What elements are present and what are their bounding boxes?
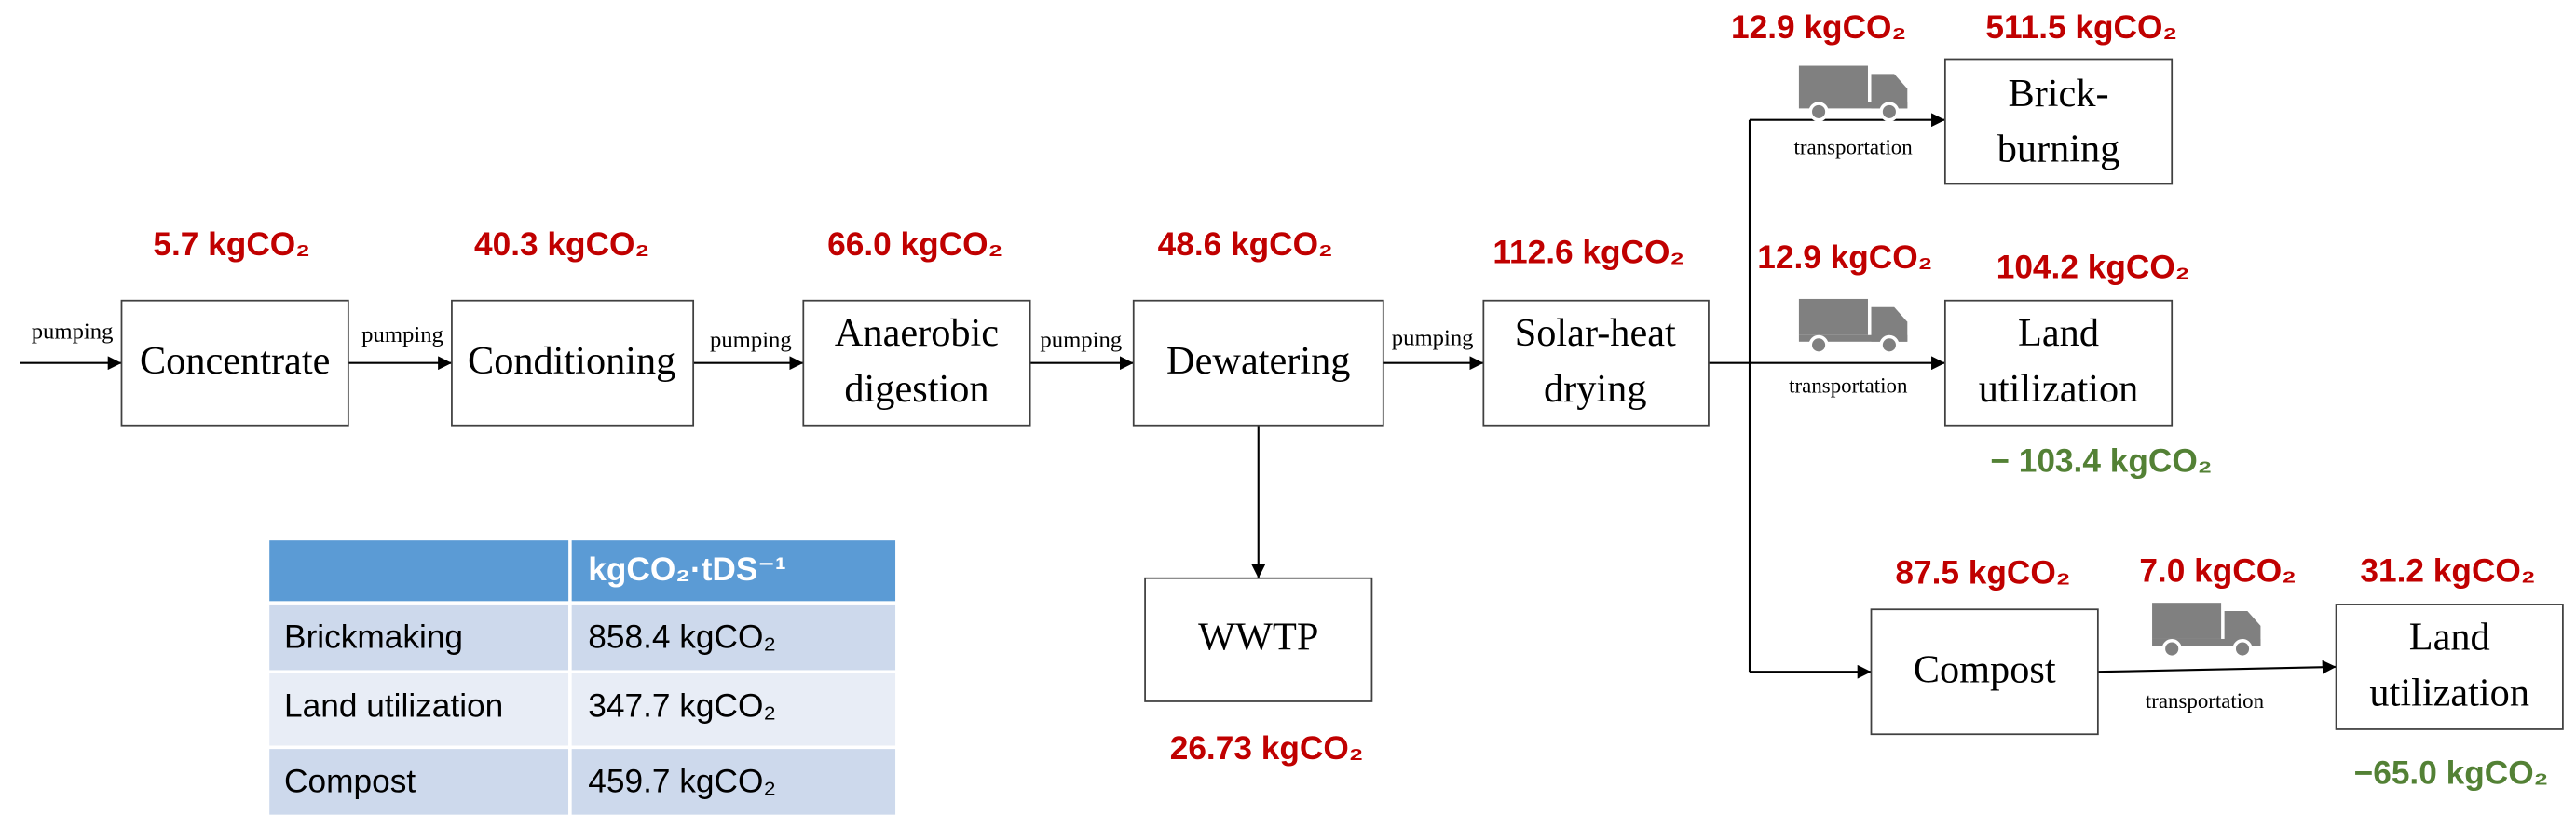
node-label: Compost [1914, 648, 2056, 692]
process-box [1482, 299, 1710, 427]
table-column-header: kgCO₂·tDS⁻¹ [588, 551, 785, 588]
emission-label: 26.73 kgCO₂ [1170, 730, 1364, 767]
node-label: utilization [2369, 671, 2529, 714]
process-box [120, 299, 349, 427]
node-label: Solar-heat [1515, 311, 1676, 355]
summary-table: kgCO₂·tDS⁻¹ Brickmaking 858.4 kgCO₂ Land… [266, 537, 899, 819]
emission-label: 104.2 kgCO₂ [1997, 250, 2190, 286]
transport-label: transportation [2146, 689, 2265, 713]
transport-label: transportation [1789, 374, 1908, 397]
process-box [802, 299, 1031, 427]
node-label: WWTP [1198, 615, 1318, 659]
truck [1797, 63, 1910, 122]
table-cell-text: Compost [284, 763, 416, 799]
pumping-label: pumping [1392, 326, 1474, 351]
node-label: Dewatering [1166, 339, 1350, 383]
node-label: Concentrate [140, 339, 330, 383]
node-label: Anaerobic [835, 311, 999, 355]
pumping-label: pumping [710, 327, 792, 352]
process-box [451, 299, 695, 427]
node-label: digestion [844, 367, 988, 411]
table-cell [568, 745, 899, 819]
truck [1797, 297, 1910, 355]
emission-label: 48.6 kgCO₂ [1158, 226, 1333, 263]
emission-label: 12.9 kgCO₂ [1731, 9, 1906, 46]
emission-label: 40.3 kgCO₂ [474, 226, 649, 263]
node-label: Conditioning [468, 339, 675, 383]
node-label: Land [2409, 615, 2490, 659]
emission-label: 31.2 kgCO₂ [2360, 553, 2535, 590]
emission-label: 7.0 kgCO₂ [2139, 553, 2296, 590]
table-cell-text: Brickmaking [284, 618, 463, 655]
pumping-label: pumping [361, 322, 443, 347]
process-box [1870, 608, 2099, 736]
pumping-label: pumping [1040, 327, 1122, 352]
arrow [2097, 659, 2337, 674]
offset-label: − 103.4 kgCO₂ [1990, 443, 2212, 480]
pumping-label: pumping [32, 319, 114, 345]
table-cell-text: 858.4 kgCO₂ [588, 618, 776, 655]
node-label: utilization [1979, 367, 2139, 411]
offset-label: −65.0 kgCO₂ [2354, 755, 2549, 792]
node-label: drying [1544, 367, 1646, 411]
table-cell [266, 745, 572, 819]
table-cell-text: Land utilization [284, 687, 503, 724]
table-cell-text: 459.7 kgCO₂ [588, 763, 776, 799]
emission-label: 87.5 kgCO₂ [1895, 555, 2070, 591]
table-header [266, 537, 899, 605]
emission-label: 66.0 kgCO₂ [827, 226, 1002, 263]
emission-label: 511.5 kgCO₂ [1985, 9, 2177, 46]
process-box [1943, 299, 2174, 427]
process-box [1144, 577, 1373, 702]
process-box [1943, 58, 2174, 185]
table-cell [568, 601, 899, 673]
process-box [2335, 604, 2564, 730]
node-label: burning [1997, 128, 2120, 171]
emission-label: 112.6 kgCO₂ [1492, 235, 1684, 271]
transport-label: transportation [1793, 136, 1913, 159]
truck [2150, 601, 2263, 659]
node-label: Land [2018, 311, 2099, 355]
process-box [1132, 299, 1384, 427]
emission-label: 5.7 kgCO₂ [153, 226, 309, 263]
connectors [20, 113, 2337, 679]
node-label: Brick- [2008, 72, 2108, 116]
emission-label: 12.9 kgCO₂ [1757, 239, 1932, 276]
table-cell-text: 347.7 kgCO₂ [588, 687, 776, 724]
